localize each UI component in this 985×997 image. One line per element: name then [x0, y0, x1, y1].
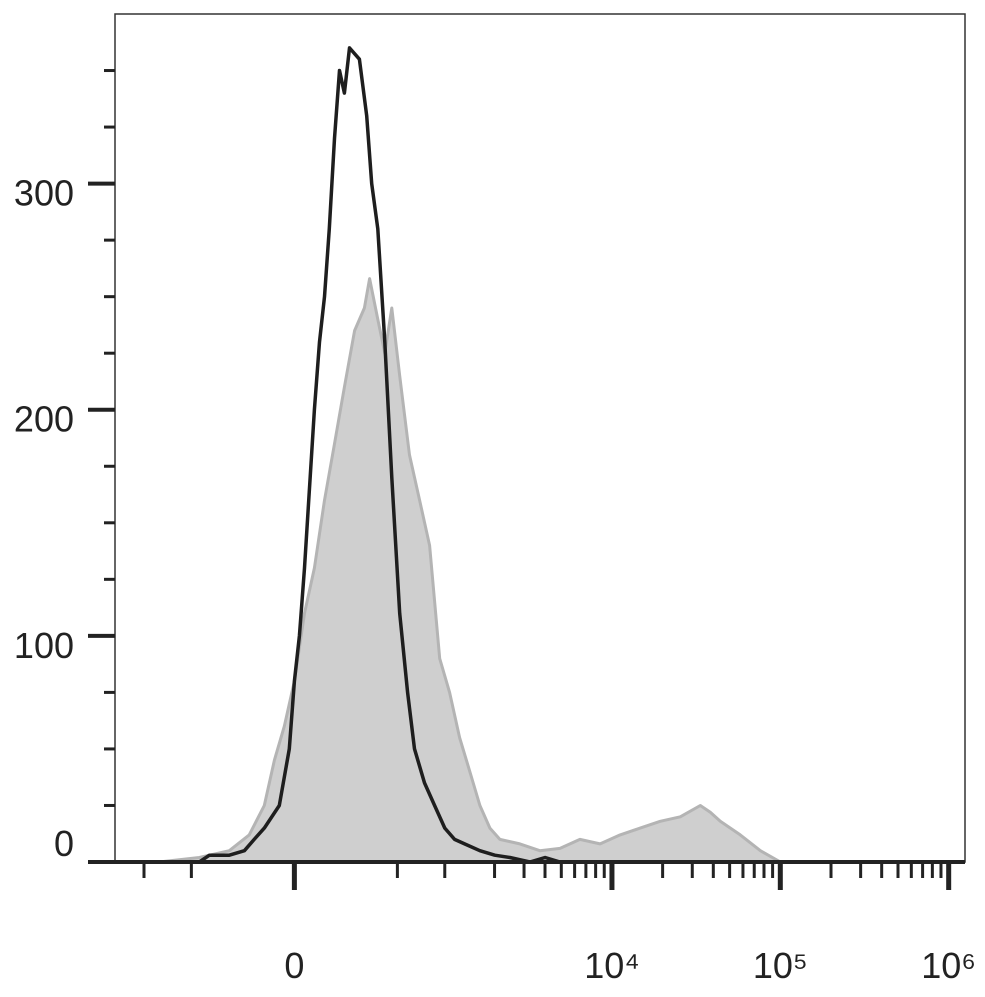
y-tick-label: 300 [14, 173, 74, 214]
histogram-line [159, 46, 961, 864]
x-tick-label: 10⁴ [584, 945, 640, 986]
y-tick-label: 0 [54, 823, 74, 864]
x-tick-label: 10⁵ [753, 945, 808, 986]
x-tick-label: 10⁶ [921, 945, 976, 986]
histogram-area [157, 277, 963, 864]
y-tick-label: 200 [14, 399, 74, 440]
y-tick-label: 100 [14, 625, 74, 666]
plot-frame [114, 13, 966, 863]
x-tick-label: 0 [284, 945, 304, 986]
